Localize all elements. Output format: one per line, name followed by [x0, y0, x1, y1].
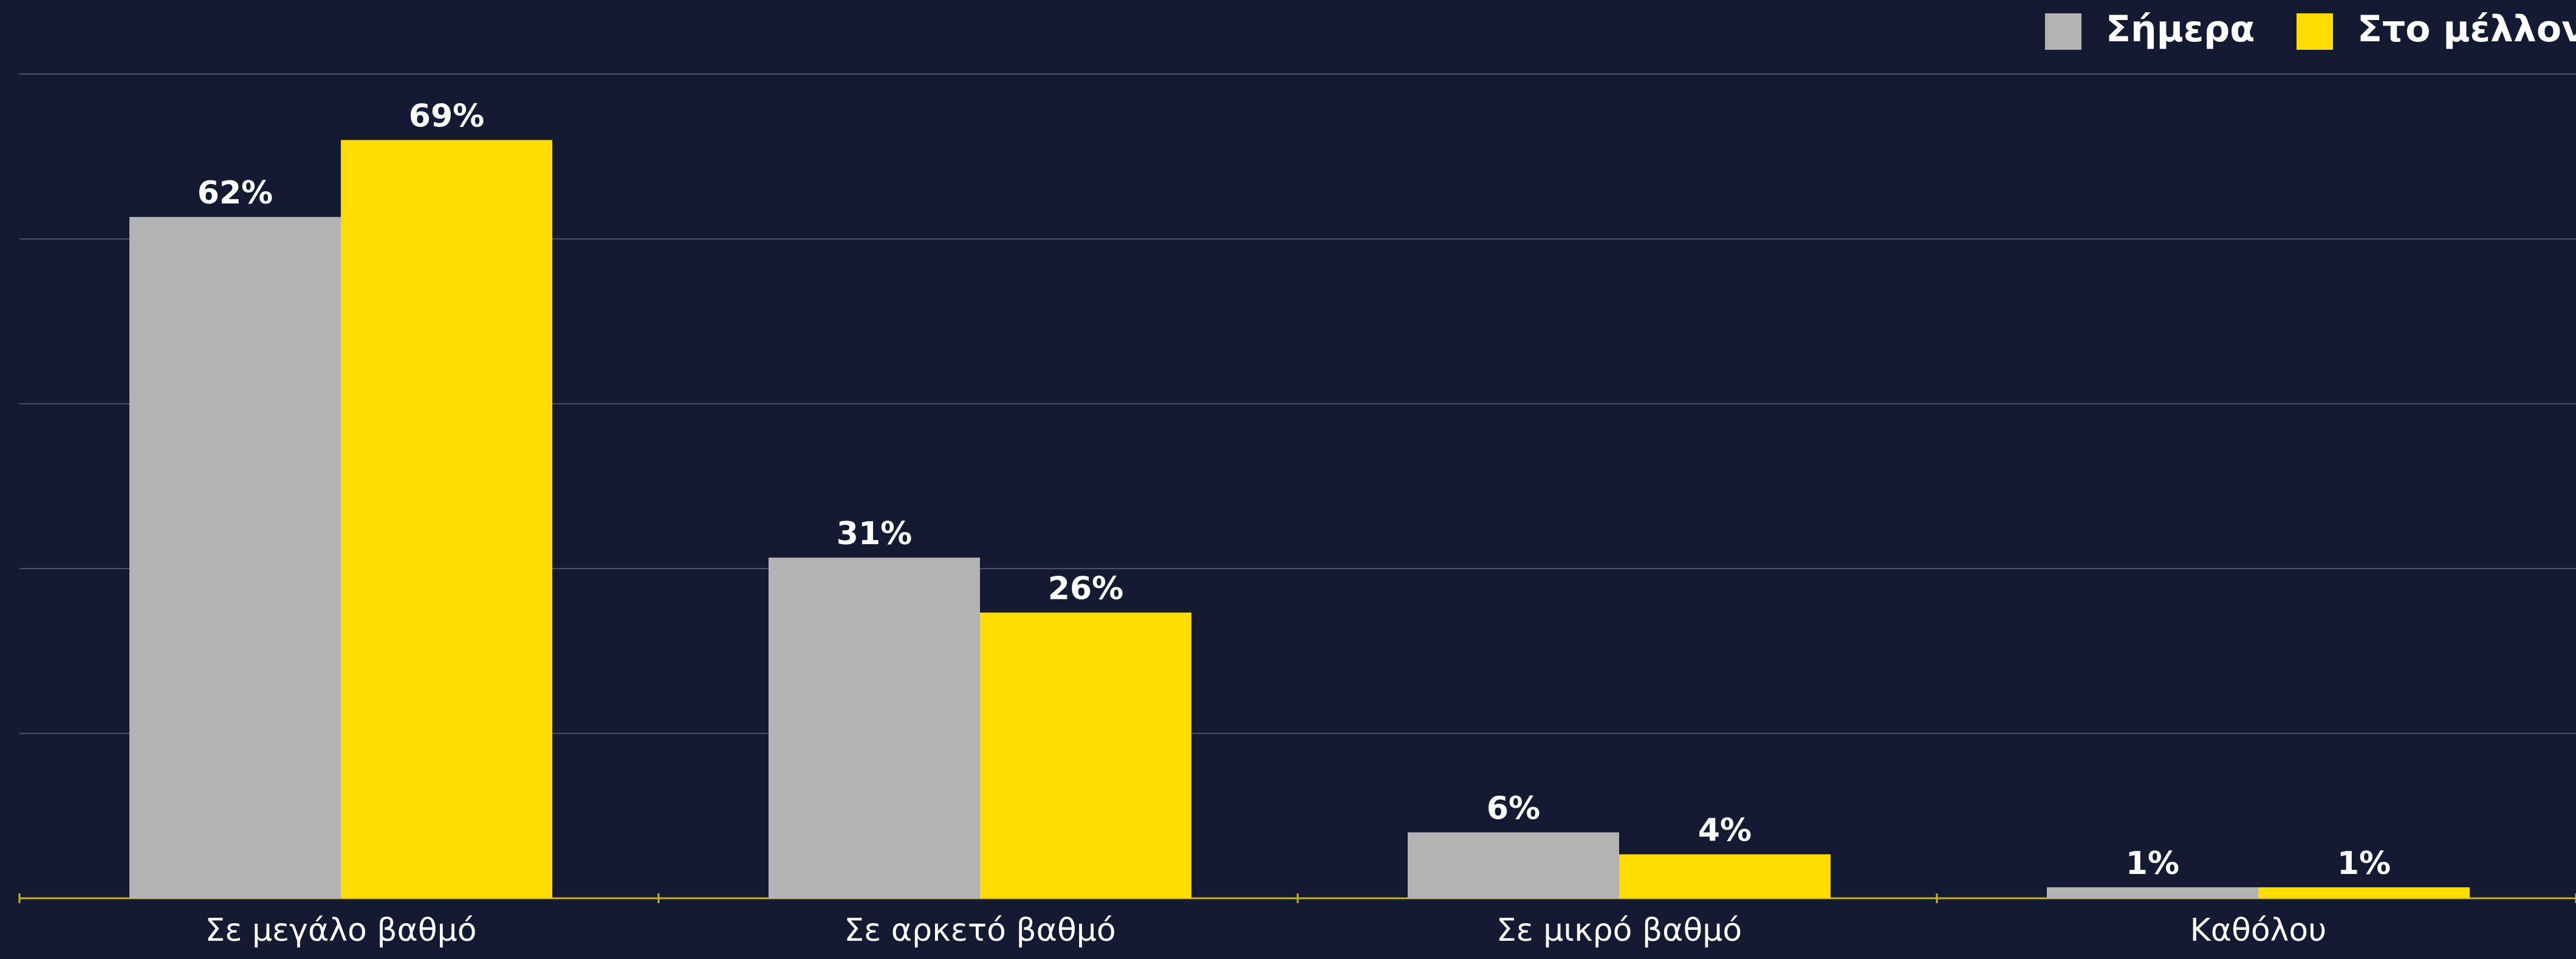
- bar: [769, 558, 980, 898]
- value-label: 1%: [2337, 845, 2391, 882]
- value-label: 1%: [2126, 845, 2179, 882]
- value-label: 69%: [409, 98, 484, 135]
- value-label: 4%: [1698, 813, 1752, 849]
- bar: [1408, 832, 1619, 898]
- legend-swatch: [2045, 13, 2081, 50]
- legend-swatch: [2297, 13, 2333, 50]
- bar: [980, 612, 1191, 898]
- legend-label: Σήμερα: [2106, 8, 2255, 50]
- bar: [2258, 887, 2470, 898]
- x-tick-label: Καθόλου: [2190, 912, 2327, 949]
- value-label: 62%: [197, 175, 273, 211]
- x-tick-label: Σε μεγάλο βαθμό: [205, 912, 476, 949]
- bar: [1619, 854, 1831, 898]
- legend-label: Στο μέλλον: [2357, 8, 2576, 50]
- value-label: 6%: [1487, 790, 1540, 827]
- bar: [2047, 887, 2258, 898]
- bar: [129, 217, 341, 898]
- bar: [341, 140, 552, 898]
- value-label: 26%: [1048, 571, 1123, 607]
- x-tick-label: Σε αρκετό βαθμό: [844, 912, 1115, 949]
- x-tick-label: Σε μικρό βαθμό: [1496, 912, 1742, 949]
- value-label: 31%: [837, 516, 912, 552]
